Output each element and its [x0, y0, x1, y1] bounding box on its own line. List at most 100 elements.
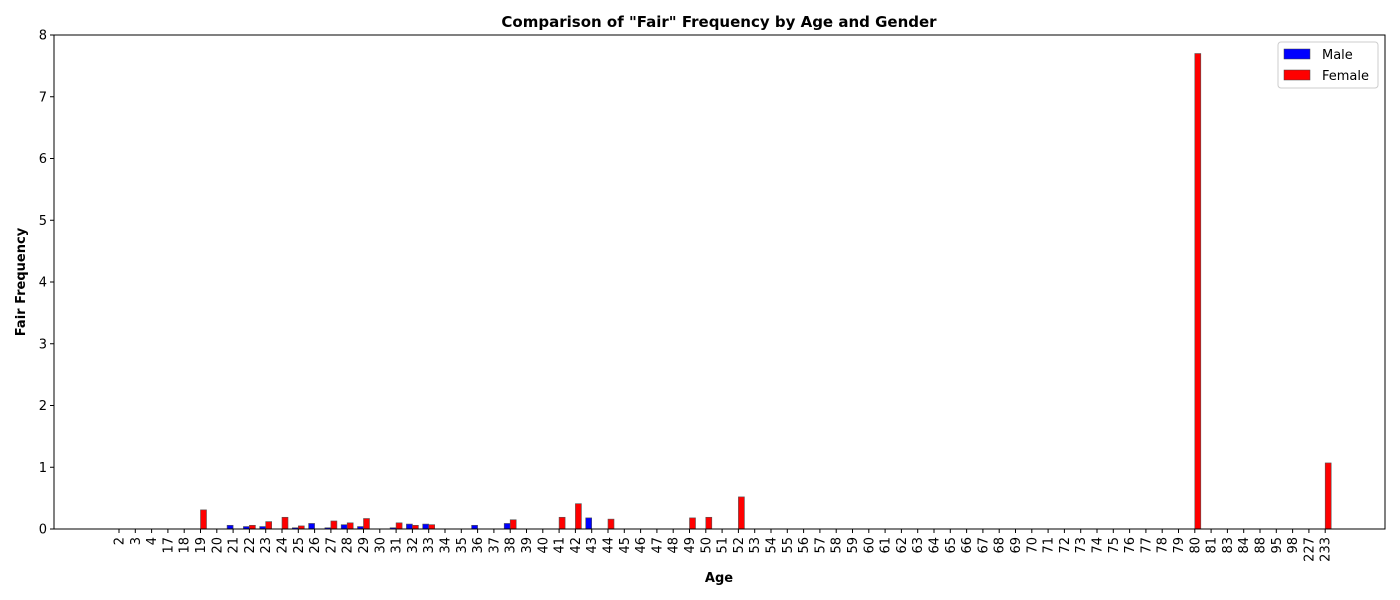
bar-female-41 — [558, 516, 566, 530]
x-tick-label: 48 — [667, 537, 682, 554]
x-tick-label: 66 — [960, 537, 975, 554]
x-tick-label: 52 — [732, 537, 747, 554]
x-tick-label: 71 — [1042, 537, 1057, 554]
x-tick-label: 20 — [210, 537, 225, 554]
x-tick-label: 57 — [813, 537, 828, 554]
x-tick-label: 31 — [390, 537, 405, 554]
x-tick-label: 50 — [699, 537, 714, 554]
plot-area — [53, 34, 1386, 530]
bar-female-31 — [395, 522, 403, 530]
x-tick-label: 35 — [455, 537, 470, 554]
x-tick-label: 74 — [1091, 537, 1106, 554]
x-tick-label: 26 — [308, 537, 323, 554]
x-tick-label: 67 — [976, 537, 991, 554]
x-tick-label: 61 — [879, 537, 894, 554]
x-tick-label: 56 — [797, 537, 812, 554]
bar-male-33 — [422, 523, 430, 530]
y-tick-label: 0 — [39, 523, 47, 538]
y-axis: 0 1 2 3 4 5 6 7 8 — [39, 29, 54, 538]
x-tick-label: 55 — [781, 537, 796, 554]
x-tick-label: 54 — [765, 537, 780, 554]
y-tick-label: 7 — [39, 90, 47, 105]
x-tick-label: 28 — [341, 537, 356, 554]
x-tick-label: 40 — [536, 537, 551, 554]
x-tick-label: 33 — [422, 537, 437, 554]
legend-swatch-female — [1283, 69, 1311, 81]
x-tick-label: 43 — [585, 537, 600, 554]
bar-male-28 — [340, 524, 348, 530]
x-tick-label: 63 — [911, 537, 926, 554]
x-tick-label: 60 — [862, 537, 877, 554]
x-tick-label: 95 — [1270, 537, 1285, 554]
bar-male-38 — [503, 523, 511, 530]
y-axis-label: Fair Frequency — [14, 227, 29, 336]
x-tick-label: 51 — [716, 537, 731, 554]
chart-title: Comparison of "Fair" Frequency by Age an… — [501, 13, 937, 31]
x-tick-label: 58 — [830, 537, 845, 554]
x-tick-label: 73 — [1074, 537, 1089, 554]
x-tick-label: 30 — [373, 537, 388, 554]
x-tick-label: 45 — [618, 537, 633, 554]
bar-female-28 — [346, 522, 354, 530]
x-axis: 2 3 4 17 18 19 20 21 22 23 24 25 26 27 28 29 30 31 32 33 34 3… — [113, 529, 1334, 562]
x-tick-label: 29 — [357, 537, 372, 554]
x-tick-label: 19 — [194, 537, 209, 554]
bar-female-22 — [249, 524, 256, 530]
x-tick-label: 27 — [324, 537, 339, 554]
x-tick-label: 80 — [1188, 537, 1203, 554]
x-tick-label: 47 — [650, 537, 665, 554]
x-tick-label: 24 — [276, 537, 291, 554]
x-tick-label: 64 — [928, 537, 943, 554]
x-tick-label: 75 — [1107, 537, 1122, 554]
x-tick-label: 81 — [1205, 537, 1220, 554]
x-tick-label: 70 — [1025, 537, 1040, 554]
x-tick-label: 78 — [1156, 537, 1171, 554]
bar-female-27 — [330, 520, 338, 530]
x-tick-label: 46 — [634, 537, 649, 554]
bar-male-26 — [308, 523, 315, 530]
x-tick-label: 44 — [602, 537, 617, 554]
x-tick-label: 34 — [439, 537, 454, 554]
x-tick-label: 23 — [259, 537, 274, 554]
x-tick-label: 39 — [520, 537, 535, 554]
x-tick-label: 22 — [243, 537, 258, 554]
y-tick-label: 6 — [39, 152, 47, 167]
y-tick-label: 1 — [39, 461, 47, 476]
x-tick-label: 79 — [1172, 537, 1187, 554]
bar-female-23 — [265, 521, 273, 530]
bar-female-49 — [689, 517, 696, 530]
x-tick-label: 49 — [683, 537, 698, 554]
bar-female-52 — [738, 496, 745, 530]
x-tick-label: 18 — [178, 537, 193, 554]
legend: Male Female — [1277, 41, 1379, 89]
x-tick-label: 69 — [1009, 537, 1024, 554]
x-tick-label: 59 — [846, 537, 861, 554]
bar-female-24 — [281, 516, 289, 530]
y-tick-label: 5 — [39, 214, 47, 229]
x-tick-label: 84 — [1237, 537, 1252, 554]
bar-male-43 — [585, 517, 593, 530]
x-tick-label: 65 — [944, 537, 959, 554]
y-tick-label: 2 — [39, 399, 47, 414]
x-tick-label: 83 — [1221, 537, 1236, 554]
bar-male-32 — [406, 523, 413, 530]
y-tick-label: 4 — [39, 276, 47, 291]
bar-female-50 — [705, 516, 713, 530]
bar-female-44 — [607, 518, 615, 530]
bar-female-19 — [200, 509, 207, 530]
legend-label-male: Male — [1322, 48, 1353, 63]
x-tick-label: 76 — [1123, 537, 1138, 554]
x-tick-label: 17 — [161, 537, 176, 554]
bar-male-36 — [471, 524, 478, 530]
bar-female-233 — [1324, 462, 1332, 530]
bar-female-32 — [412, 524, 419, 530]
x-tick-label: 68 — [993, 537, 1008, 554]
x-tick-label: 32 — [406, 537, 421, 554]
x-tick-label: 53 — [748, 537, 763, 554]
x-tick-label: 98 — [1286, 537, 1301, 554]
legend-label-female: Female — [1322, 69, 1369, 84]
bar-male-21 — [226, 524, 234, 530]
bar-female-80 — [1194, 53, 1202, 530]
bar-female-33 — [428, 524, 436, 530]
